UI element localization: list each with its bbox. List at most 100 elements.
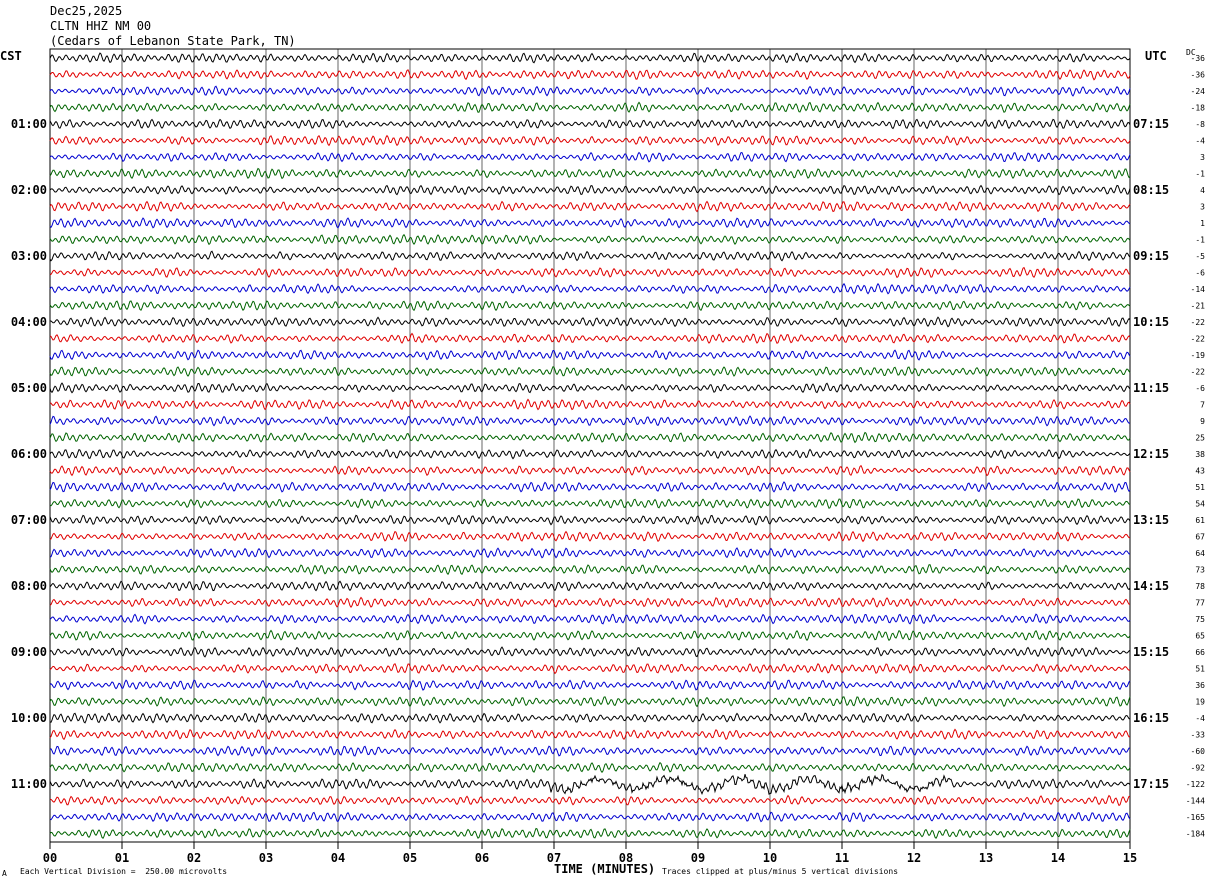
- left-hour-label: 11:00: [11, 777, 47, 791]
- dc-offset-label: -165: [1186, 813, 1205, 822]
- left-hour-label: 08:00: [11, 579, 47, 593]
- seismic-trace: [49, 794, 1131, 807]
- x-tick-label: 08: [619, 851, 633, 865]
- dc-offset-label: 38: [1195, 450, 1205, 459]
- seismic-trace: [49, 464, 1131, 477]
- x-tick-label: 06: [475, 851, 489, 865]
- seismic-trace: [49, 118, 1131, 130]
- dc-offset-label: 1: [1200, 219, 1205, 228]
- dc-offset-label: -22: [1191, 368, 1206, 377]
- seismic-trace: [49, 101, 1131, 113]
- left-hour-label: 05:00: [11, 381, 47, 395]
- seismic-trace: [49, 629, 1131, 642]
- seismic-trace: [49, 827, 1131, 840]
- right-hour-label: 16:15: [1133, 711, 1169, 725]
- left-hour-label: 01:00: [11, 117, 47, 131]
- seismic-trace: [49, 761, 1131, 774]
- seismic-trace: [49, 151, 1131, 163]
- left-hour-label: 02:00: [11, 183, 47, 197]
- dc-offset-label: -144: [1186, 797, 1205, 806]
- dc-offset-label: -92: [1191, 764, 1206, 773]
- right-hour-label: 10:15: [1133, 315, 1169, 329]
- dc-offset-label: -6: [1195, 269, 1205, 278]
- right-hour-label: 14:15: [1133, 579, 1169, 593]
- seismic-trace: [49, 349, 1131, 361]
- seismic-trace: [49, 184, 1131, 196]
- seismic-trace: [49, 217, 1131, 229]
- station-code: CLTN HHZ NM 00: [50, 19, 152, 33]
- dc-offset-label: -5: [1195, 252, 1205, 261]
- x-tick-label: 10: [763, 851, 777, 865]
- axis-labels: 00 01 02 03 04 05 06 07 08 09 10 11 12 13 14 15-36-36-2…: [11, 54, 1205, 865]
- seismic-trace: [49, 167, 1131, 180]
- seismic-trace: [49, 200, 1131, 213]
- seismic-trace: [49, 332, 1131, 344]
- seismic-trace: [49, 398, 1131, 411]
- seismic-trace: [49, 366, 1131, 377]
- dc-offset-label: 67: [1195, 533, 1205, 542]
- dc-offset-label: 3: [1200, 153, 1205, 162]
- dc-offset-label: 64: [1195, 549, 1205, 558]
- dc-offset-label: -22: [1191, 318, 1206, 327]
- x-tick-label: 15: [1123, 851, 1137, 865]
- right-hour-label: 07:15: [1133, 117, 1169, 131]
- seismic-trace: [49, 481, 1131, 493]
- seismic-trace: [49, 547, 1131, 559]
- dc-offset-label: 43: [1195, 467, 1205, 476]
- right-hour-label: 08:15: [1133, 183, 1169, 197]
- dc-offset-label: -122: [1186, 780, 1205, 789]
- right-hour-label: 12:15: [1133, 447, 1169, 461]
- dc-offset-label: -6: [1195, 384, 1205, 393]
- seismic-trace: [49, 300, 1131, 312]
- left-hour-label: 09:00: [11, 645, 47, 659]
- seismic-trace: [49, 613, 1131, 625]
- left-hour-label: 04:00: [11, 315, 47, 329]
- dc-offset-label: -19: [1191, 351, 1206, 360]
- x-tick-label: 13: [979, 851, 993, 865]
- seismic-trace: [49, 580, 1131, 592]
- dc-offset-label: 51: [1195, 483, 1205, 492]
- dc-offset-label: -1: [1195, 170, 1205, 179]
- seismic-trace: [49, 646, 1131, 658]
- dc-offset-label: 4: [1200, 186, 1205, 195]
- seismic-trace: [49, 233, 1131, 246]
- seismic-trace: [49, 712, 1131, 724]
- dc-offset-label: 78: [1195, 582, 1205, 591]
- x-tick-label: 14: [1051, 851, 1065, 865]
- seismic-trace: [49, 85, 1131, 97]
- x-tick-label: 00: [43, 851, 57, 865]
- x-tick-label: 07: [547, 851, 561, 865]
- seismic-trace: [49, 266, 1131, 279]
- dc-offset-label: -8: [1195, 120, 1205, 129]
- minute-grid: [49, 48, 1131, 849]
- seismic-trace: [49, 530, 1131, 543]
- seismic-trace: [49, 564, 1131, 576]
- seismic-trace: [49, 52, 1131, 64]
- dc-offset-label: -21: [1191, 302, 1206, 311]
- seismic-trace: [49, 415, 1131, 427]
- dc-offset-label: 51: [1195, 665, 1205, 674]
- seismic-trace: [49, 382, 1131, 394]
- plot-frame: [49, 48, 1131, 843]
- dc-offset-label: -1: [1195, 236, 1205, 245]
- dc-offset-label: -24: [1191, 87, 1206, 96]
- left-hour-label: 03:00: [11, 249, 47, 263]
- seismic-trace: [49, 745, 1131, 757]
- seismic-trace: [49, 596, 1131, 608]
- seismic-trace: [49, 728, 1131, 741]
- x-tick-label: 05: [403, 851, 417, 865]
- dc-offset-label: -33: [1191, 731, 1206, 740]
- dc-offset-label: -18: [1191, 104, 1206, 113]
- right-timezone-label: UTC: [1145, 49, 1167, 63]
- seismic-trace: [49, 431, 1131, 444]
- corner-mark: A: [2, 869, 7, 878]
- left-hour-label: 07:00: [11, 513, 47, 527]
- seismic-trace: [49, 134, 1131, 147]
- seismic-trace: [49, 282, 1131, 295]
- x-tick-label: 09: [691, 851, 705, 865]
- seismic-trace: [49, 448, 1131, 460]
- x-tick-label: 03: [259, 851, 273, 865]
- dc-offset-label: 73: [1195, 566, 1205, 575]
- dc-offset-label: 25: [1195, 434, 1205, 443]
